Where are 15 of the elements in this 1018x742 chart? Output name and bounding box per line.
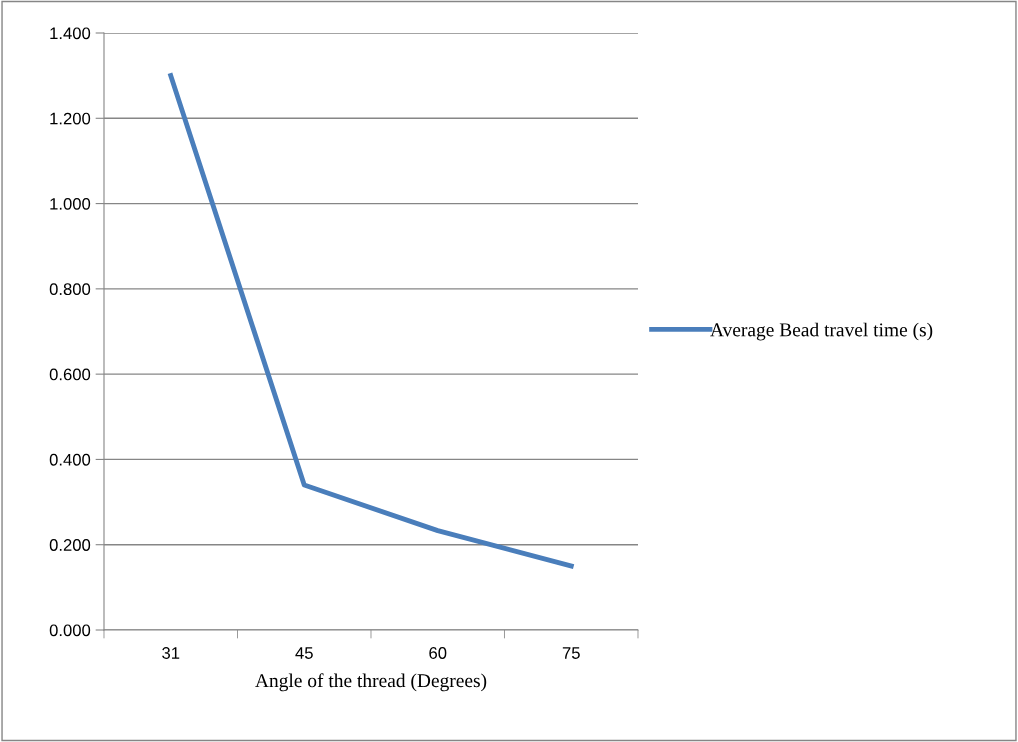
- x-tick-label: 60: [429, 647, 447, 659]
- y-tick-label: 0.800: [49, 283, 91, 296]
- y-tick-label: 0.400: [49, 453, 91, 466]
- x-tick-label: 31: [162, 647, 180, 659]
- legend-label: Average Bead travel time (s): [710, 322, 933, 341]
- y-tick-label: 1.000: [50, 197, 91, 210]
- y-tick-label: 0.200: [49, 539, 91, 551]
- line-series: [168, 73, 574, 569]
- x-axis-title: Angle of the thread (Degrees): [255, 673, 487, 692]
- y-tick-label: 0.000: [49, 624, 91, 637]
- y-tick-label: 1.200: [50, 112, 91, 125]
- x-tick-label: 45: [295, 647, 313, 659]
- y-tick-label: 1.400: [50, 27, 91, 40]
- x-tick-label: 75: [562, 647, 580, 659]
- y-tick-label: 0.600: [49, 368, 91, 381]
